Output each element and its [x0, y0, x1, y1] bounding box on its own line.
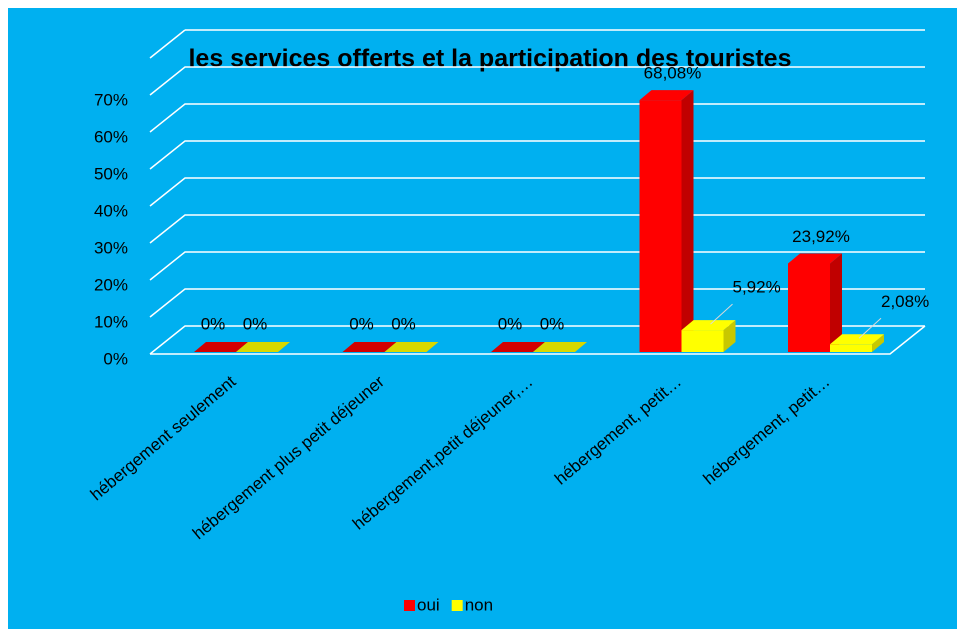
legend-label: oui: [417, 595, 440, 614]
bar-side: [681, 90, 694, 352]
bar-top: [533, 342, 587, 352]
bar-top: [639, 90, 694, 101]
bar-side: [723, 320, 736, 352]
y-tick-label: 60%: [94, 127, 128, 146]
bar-top: [236, 342, 290, 352]
wall-edge: [149, 29, 186, 59]
legend-swatch: [451, 600, 463, 611]
data-label: 0%: [243, 314, 268, 333]
y-tick-label: 70%: [94, 90, 128, 109]
bar: [639, 100, 682, 352]
chart-title: les services offerts et la participation…: [188, 45, 791, 73]
y-tick-label: 0%: [103, 349, 128, 368]
bar-top: [194, 342, 248, 352]
grid-line: [149, 66, 925, 96]
data-label: 0%: [540, 314, 565, 333]
data-label: 2,08%: [881, 292, 929, 311]
bar: [788, 263, 830, 352]
bar-top: [830, 334, 884, 345]
y-tick-label: 40%: [94, 201, 128, 220]
data-label: 0%: [391, 314, 416, 333]
bar-top: [681, 320, 736, 331]
y-tick-label: 10%: [94, 312, 128, 331]
leader-line: [710, 303, 733, 325]
data-label: 23,92%: [792, 227, 850, 246]
data-label: 0%: [201, 314, 226, 333]
data-label: 68,08%: [644, 64, 702, 83]
y-tick-label: 50%: [94, 164, 128, 183]
data-label: 0%: [349, 314, 374, 333]
y-tick-label: 20%: [94, 275, 128, 294]
floor: [150, 325, 926, 355]
bar-side: [830, 253, 842, 352]
bar-top: [788, 253, 842, 264]
bar-top: [491, 342, 545, 352]
bar-side: [872, 334, 884, 352]
data-label: 0%: [498, 314, 523, 333]
legend-label: non: [465, 595, 493, 614]
bar-top: [342, 342, 397, 352]
leader-line: [858, 317, 882, 339]
bar: [681, 330, 724, 352]
y-tick-label: 30%: [94, 238, 128, 257]
bar-top: [384, 342, 439, 352]
legend-swatch: [404, 600, 415, 611]
data-label: 5,92%: [733, 278, 781, 297]
bar: [830, 344, 872, 352]
